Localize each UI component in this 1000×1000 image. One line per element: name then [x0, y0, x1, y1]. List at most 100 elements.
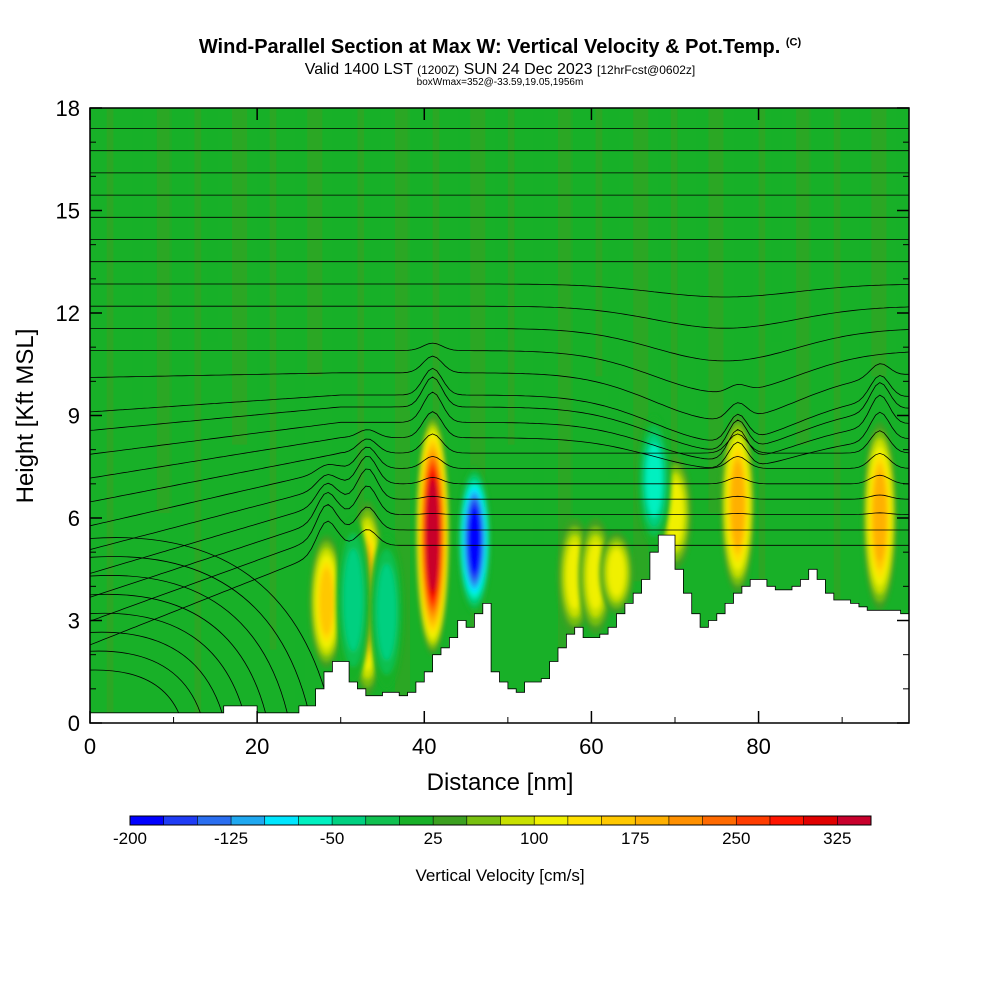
chart-subtitle: Valid 1400 LST (1200Z) SUN 24 Dec 2023 [… [0, 61, 1000, 79]
potential-temperature-contours [90, 128, 909, 713]
updraft-cell [862, 422, 897, 611]
colorbar-swatch [803, 816, 838, 825]
colorbar-label: 175 [621, 829, 649, 848]
colorbar-label: -125 [214, 829, 248, 848]
velocity-level [587, 543, 604, 609]
isentrope-line [90, 446, 909, 527]
updraft-cell [599, 531, 634, 614]
velocity-band [106, 108, 114, 723]
velocity-band [708, 108, 724, 513]
velocity-band [532, 108, 544, 548]
velocity-band [357, 108, 365, 582]
velocity-level [319, 568, 334, 636]
velocity-band [207, 108, 218, 343]
box-info: boxWmax=352@-33.59,19.05,1956m [416, 77, 584, 88]
downdraft-cell [336, 518, 371, 682]
velocity-band [332, 108, 352, 479]
isentrope-line [90, 391, 909, 460]
downdraft-cell [369, 535, 404, 689]
y-tick-label: 0 [68, 711, 80, 736]
velocity-band [169, 108, 189, 616]
colorbar-swatch [264, 816, 299, 825]
downdraft-cell [636, 415, 672, 546]
chart-title: Wind-Parallel Section at Max W: Vertical… [0, 36, 1000, 59]
y-axis: 0 3 6 9 12 15 18 [56, 96, 909, 736]
isentrope-line [90, 376, 909, 450]
x-tick-label: 80 [746, 734, 770, 759]
velocity-band [369, 108, 381, 684]
updraft-cell [415, 415, 450, 655]
y-tick-label: 9 [68, 404, 80, 429]
colorbar-label: 25 [424, 829, 443, 848]
y-tick-label: 18 [56, 96, 80, 121]
isentrope-line [90, 520, 909, 646]
x-tick-label: 40 [412, 734, 436, 759]
colorbar-label: 100 [520, 829, 548, 848]
colorbar-swatch [534, 816, 569, 825]
velocity-level [731, 461, 745, 547]
valid-date: SUN 24 Dec 2023 [463, 61, 593, 78]
isentrope-line [90, 612, 245, 713]
colorbar-label: -200 [113, 829, 147, 848]
velocity-band [407, 108, 427, 411]
x-axis: 0 20 40 60 80 [84, 108, 843, 759]
x-tick-label: 0 [84, 734, 96, 759]
downdraft-cell [457, 466, 492, 614]
velocity-band [771, 108, 782, 343]
isentrope-line [90, 355, 909, 420]
velocity-band [269, 108, 277, 650]
velocity-band [595, 108, 603, 377]
isentrope-line [90, 575, 288, 713]
x-tick-label: 60 [579, 734, 603, 759]
velocity-band [695, 108, 707, 411]
colorbar: -200 -125 -50 25 100 175 250 325 [113, 815, 872, 848]
updraft-cell [309, 535, 344, 669]
isentrope-line [90, 556, 310, 713]
velocity-band [871, 108, 887, 377]
y-tick-label: 15 [56, 199, 80, 224]
velocity-band [796, 108, 812, 445]
valid-utc: (1200Z) [417, 63, 460, 77]
colorbar-swatch [668, 816, 703, 825]
colorbar-swatch [567, 816, 602, 825]
isentrope-line [90, 342, 909, 393]
colorbar-swatch [332, 816, 367, 825]
y-tick-label: 6 [68, 506, 80, 531]
velocity-band [758, 108, 766, 718]
isentrope-line [90, 455, 909, 550]
isentrope-line [90, 411, 909, 479]
copyright-mark: (C) [785, 36, 802, 49]
isentrope-line [90, 305, 909, 329]
velocity-band [670, 108, 678, 723]
colorbar-swatch [130, 816, 164, 825]
colorbar-swatch [231, 816, 266, 825]
y-tick-label: 3 [68, 609, 80, 634]
velocity-band [808, 108, 828, 548]
x-axis-title: Distance [nm] [427, 769, 574, 796]
colorbar-swatch [837, 816, 872, 825]
velocity-cells [309, 415, 897, 696]
colorbar-label: 250 [722, 829, 750, 848]
velocity-level [873, 471, 887, 562]
velocity-band [457, 108, 469, 616]
velocity-band [858, 108, 870, 723]
colorbar-swatch [399, 816, 434, 825]
isentrope-line [90, 631, 223, 713]
velocity-band [294, 108, 306, 723]
isentrope-line [90, 328, 909, 362]
velocity-band [608, 108, 620, 479]
colorbar-swatch [365, 816, 400, 825]
colorbar-label: 325 [823, 829, 851, 848]
velocity-band [507, 108, 515, 445]
isentrope-line [90, 593, 266, 713]
velocity-level [343, 548, 363, 652]
forecast-info: [12hrFcst@0602z] [597, 63, 696, 77]
colorbar-title: Vertical Velocity [cm/s] [415, 866, 584, 885]
isentrope-line [90, 504, 909, 622]
isentrope-line [90, 537, 332, 713]
colorbar-swatch [197, 816, 232, 825]
colorbar-swatch [736, 816, 771, 825]
velocity-band [432, 108, 440, 513]
x-tick-label: 20 [245, 734, 269, 759]
